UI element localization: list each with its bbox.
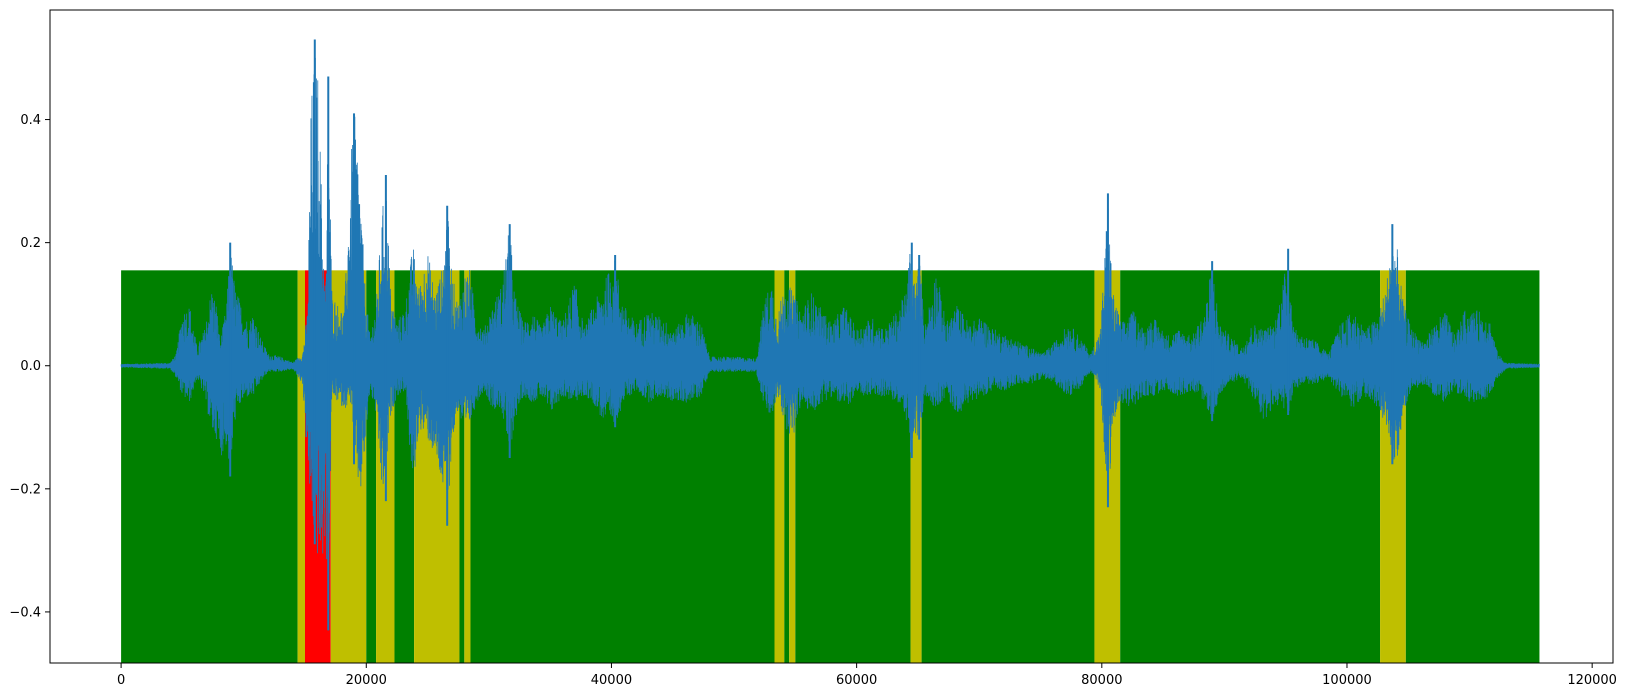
x-tick-label-1: 20000 [346, 673, 387, 688]
x-tick-label-5: 100000 [1322, 673, 1372, 688]
y-tick-label-3: 0.2 [20, 236, 41, 251]
band-yellow-9 [464, 270, 471, 663]
y-tick-label-0: −0.4 [9, 605, 41, 620]
x-tick-label-4: 80000 [1081, 673, 1122, 688]
signal-line [120, 57, 1540, 615]
band-green-8 [459, 270, 465, 663]
band-yellow-11 [774, 270, 785, 663]
band-yellow-15 [910, 270, 922, 663]
band-green-4 [366, 270, 377, 663]
band-yellow-13 [789, 270, 796, 663]
x-tick-label-0: 0 [117, 673, 125, 688]
segment-bands [121, 270, 1540, 663]
y-tick-label-1: −0.2 [9, 482, 41, 497]
x-tick-label-6: 120000 [1567, 673, 1617, 688]
x-axis: 0 20000 40000 60000 80000 100000 120000 [117, 663, 1617, 688]
plot-frame [49, 9, 1614, 664]
waveform-signal [120, 39, 1540, 631]
y-tick-label-4: 0.4 [20, 113, 41, 128]
x-tick-label-2: 40000 [591, 673, 632, 688]
band-green-18 [1120, 270, 1381, 663]
x-tick-label-3: 60000 [836, 673, 877, 688]
band-green-12 [784, 270, 790, 663]
y-axis: −0.4 −0.2 0.0 0.2 0.4 [9, 113, 50, 620]
y-tick-label-2: 0.0 [20, 359, 41, 374]
band-yellow-1 [297, 270, 305, 663]
